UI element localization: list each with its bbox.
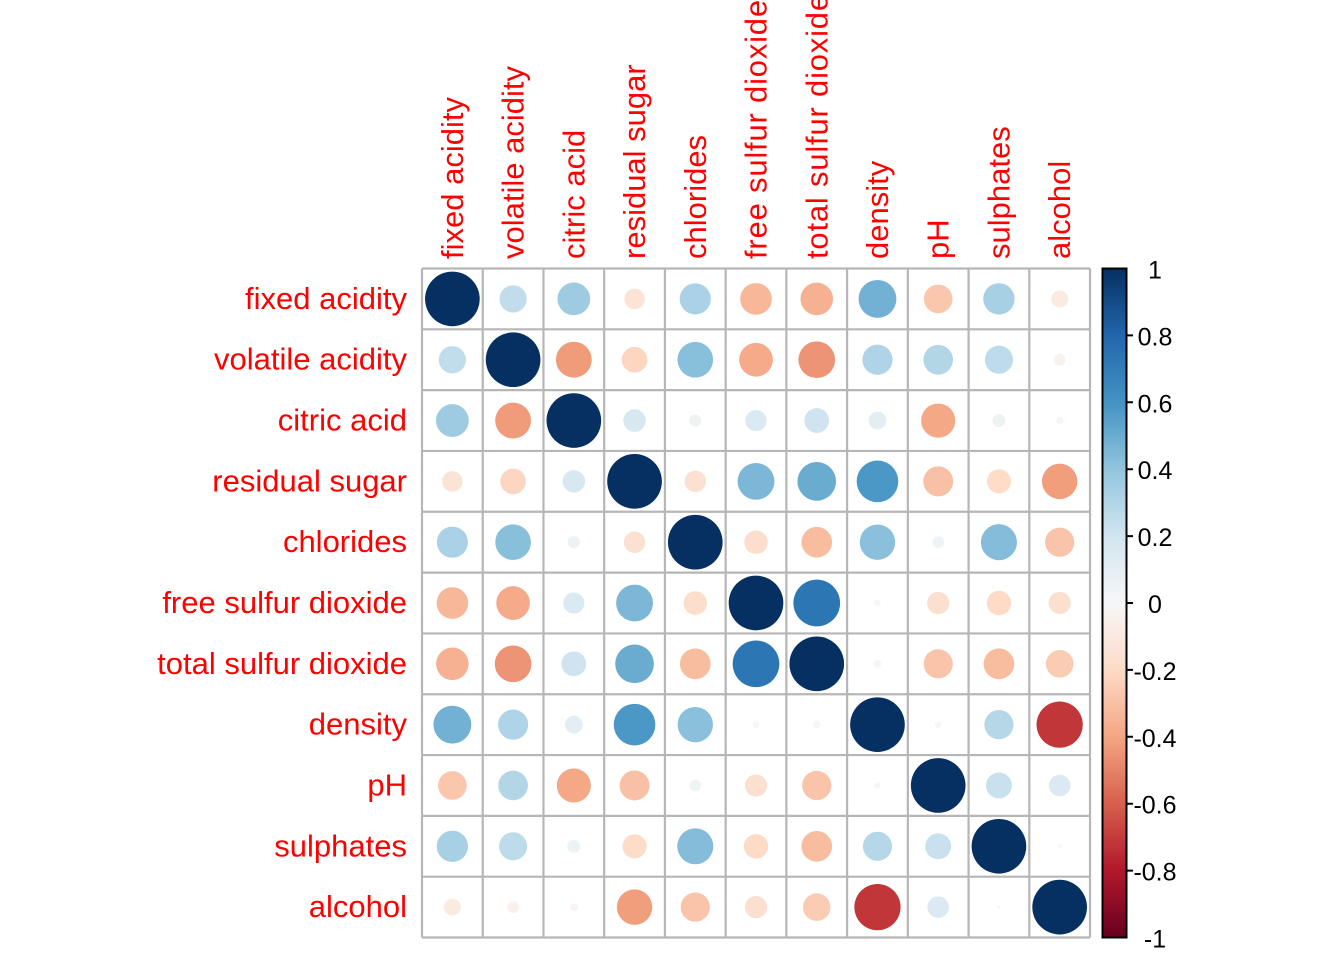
svg-text:free sulfur dioxide: free sulfur dioxide bbox=[162, 585, 407, 620]
svg-text:-0.4: -0.4 bbox=[1133, 725, 1176, 753]
svg-text:residual sugar: residual sugar bbox=[212, 463, 407, 498]
svg-text:citric acid: citric acid bbox=[278, 403, 407, 438]
svg-text:chlorides: chlorides bbox=[678, 135, 713, 259]
svg-text:-1: -1 bbox=[1144, 926, 1166, 954]
svg-text:pH: pH bbox=[921, 219, 956, 259]
svg-text:0: 0 bbox=[1148, 591, 1162, 619]
svg-text:volatile acidity: volatile acidity bbox=[214, 342, 407, 377]
svg-text:chlorides: chlorides bbox=[283, 524, 407, 559]
svg-text:sulphates: sulphates bbox=[981, 126, 1016, 259]
svg-text:density: density bbox=[860, 160, 895, 259]
svg-text:total sulfur dioxide: total sulfur dioxide bbox=[799, 0, 834, 259]
svg-text:fixed acidity: fixed acidity bbox=[435, 97, 470, 259]
svg-text:1: 1 bbox=[1148, 257, 1162, 285]
svg-text:density: density bbox=[309, 707, 408, 742]
svg-text:fixed acidity: fixed acidity bbox=[245, 281, 407, 316]
svg-text:0.4: 0.4 bbox=[1138, 457, 1173, 485]
svg-text:free sulfur dioxide: free sulfur dioxide bbox=[739, 0, 774, 259]
svg-text:pH: pH bbox=[367, 767, 407, 802]
svg-text:0.8: 0.8 bbox=[1138, 323, 1173, 351]
svg-text:residual sugar: residual sugar bbox=[617, 64, 652, 259]
svg-text:total sulfur dioxide: total sulfur dioxide bbox=[157, 646, 407, 681]
svg-text:citric acid: citric acid bbox=[556, 130, 591, 259]
svg-text:0.2: 0.2 bbox=[1138, 524, 1173, 552]
svg-text:-0.2: -0.2 bbox=[1133, 658, 1176, 686]
svg-text:sulphates: sulphates bbox=[274, 828, 407, 863]
svg-text:alcohol: alcohol bbox=[309, 889, 407, 924]
svg-text:0.6: 0.6 bbox=[1138, 390, 1173, 418]
svg-text:volatile acidity: volatile acidity bbox=[496, 66, 531, 259]
svg-text:alcohol: alcohol bbox=[1042, 161, 1077, 259]
svg-text:-0.6: -0.6 bbox=[1133, 792, 1176, 820]
svg-text:-0.8: -0.8 bbox=[1133, 859, 1176, 887]
